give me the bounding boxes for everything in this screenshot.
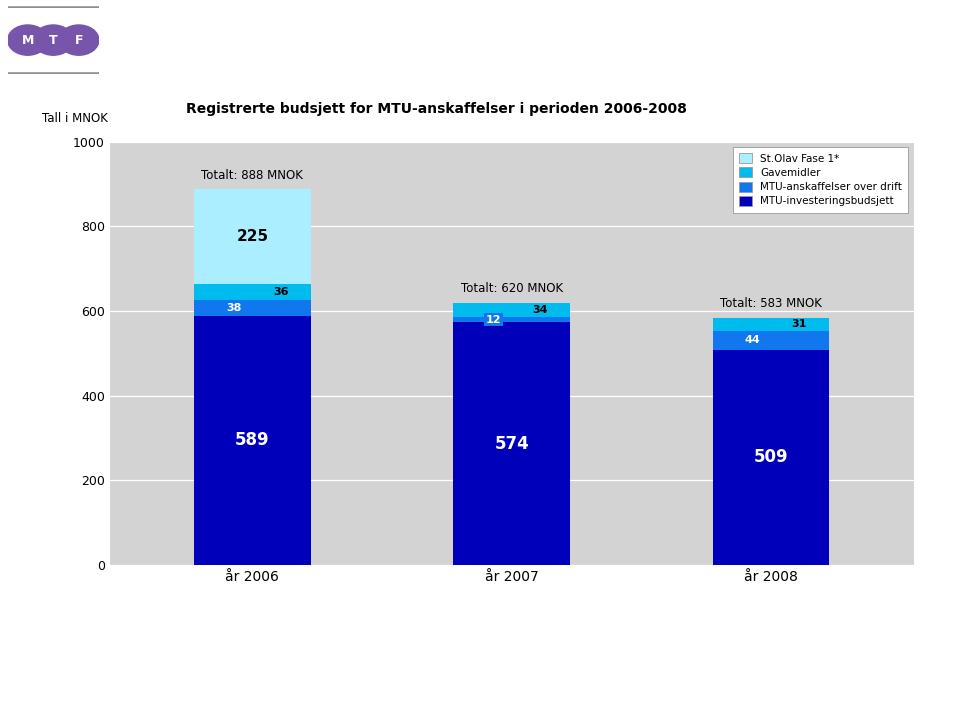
Bar	[453, 322, 570, 565]
Bar	[194, 300, 311, 316]
Legend: St.Olav Fase 1*, Gavemidler, MTU-anskaffelser over drift, MTU-investeringsbudsje: St.Olav Fase 1*, Gavemidler, MTU-anskaff…	[733, 147, 908, 213]
Bar	[194, 284, 311, 300]
Bar	[453, 303, 570, 317]
Circle shape	[59, 25, 99, 55]
Bar	[712, 331, 829, 349]
Text: 34: 34	[533, 305, 548, 315]
Text: Totalt: 888 MNOK: Totalt: 888 MNOK	[202, 168, 303, 182]
Text: Medisinsk Teknisk Forening Symposium 2009: Medisinsk Teknisk Forening Symposium 200…	[268, 657, 692, 674]
Circle shape	[34, 25, 73, 55]
Text: F: F	[75, 34, 84, 47]
Text: 7.sept 2009: 7.sept 2009	[851, 47, 933, 62]
Bar	[194, 189, 311, 284]
Text: 44: 44	[745, 335, 760, 345]
Circle shape	[8, 25, 48, 55]
Bar	[453, 317, 570, 322]
Bar	[712, 318, 829, 331]
Text: 589: 589	[235, 432, 270, 450]
Bar	[194, 316, 311, 565]
Text: 36: 36	[274, 287, 289, 297]
Text: Oslo: Oslo	[902, 17, 933, 31]
Text: Totalt: 583 MNOK: Totalt: 583 MNOK	[720, 297, 822, 310]
FancyBboxPatch shape	[4, 7, 103, 73]
Text: 31: 31	[792, 319, 807, 329]
Text: T: T	[49, 34, 58, 47]
Text: Totalt: 620 MNOK: Totalt: 620 MNOK	[461, 282, 563, 295]
Text: 225: 225	[236, 229, 269, 244]
Text: Registrerte budsjett for MTU-anskaffelser i perioden 2006-2008: Registrerte budsjett for MTU-anskaffelse…	[186, 102, 687, 117]
Text: Investeringer: Investeringer	[332, 21, 628, 59]
Text: Tall i MNOK: Tall i MNOK	[41, 112, 108, 125]
Text: 509: 509	[754, 448, 788, 466]
Text: 38: 38	[227, 303, 242, 313]
Text: 12: 12	[486, 314, 501, 324]
Bar	[712, 349, 829, 565]
Text: M: M	[21, 34, 34, 47]
Text: 574: 574	[494, 435, 529, 453]
